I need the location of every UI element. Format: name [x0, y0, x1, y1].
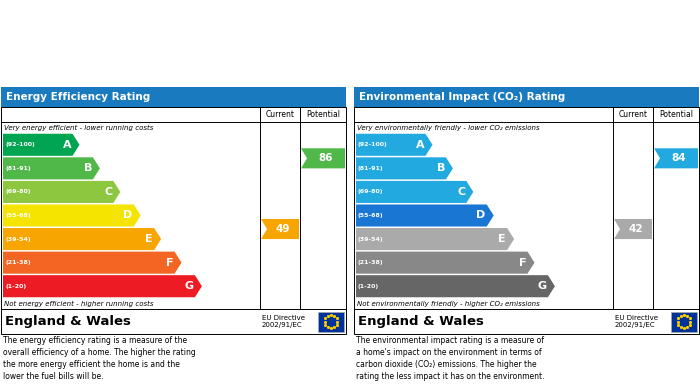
Bar: [354, 309, 699, 334]
Polygon shape: [3, 134, 80, 156]
Text: B: B: [437, 163, 445, 173]
Text: G: G: [538, 281, 547, 291]
Text: Potential: Potential: [306, 110, 340, 119]
Text: Not energy efficient - higher running costs: Not energy efficient - higher running co…: [4, 300, 153, 307]
Text: EU Directive
2002/91/EC: EU Directive 2002/91/EC: [262, 314, 305, 328]
Text: The energy efficiency rating is a measure of the
overall efficiency of a home. T: The energy efficiency rating is a measur…: [3, 336, 196, 382]
Text: (21-38): (21-38): [5, 260, 31, 265]
Text: Current: Current: [619, 110, 648, 119]
Text: 86: 86: [318, 153, 333, 163]
Bar: [318, 312, 344, 332]
Text: (81-91): (81-91): [5, 166, 31, 171]
Text: E: E: [146, 234, 153, 244]
Text: Energy Efficiency Rating: Energy Efficiency Rating: [6, 92, 150, 102]
Polygon shape: [3, 228, 161, 250]
Polygon shape: [614, 219, 652, 239]
Bar: [1, 87, 346, 107]
Polygon shape: [301, 148, 345, 169]
Text: England & Wales: England & Wales: [5, 315, 131, 328]
Bar: [354, 107, 699, 309]
Text: (92-100): (92-100): [358, 142, 388, 147]
Polygon shape: [356, 134, 433, 156]
Bar: [671, 312, 697, 332]
Text: The environmental impact rating is a measure of
a home's impact on the environme: The environmental impact rating is a mea…: [356, 336, 545, 382]
Text: (39-54): (39-54): [358, 237, 384, 242]
Polygon shape: [356, 275, 555, 297]
Text: (69-80): (69-80): [5, 189, 31, 194]
Text: England & Wales: England & Wales: [358, 315, 484, 328]
Polygon shape: [3, 181, 120, 203]
Text: F: F: [519, 258, 526, 268]
Bar: [354, 87, 699, 107]
Text: (69-80): (69-80): [358, 189, 384, 194]
Text: D: D: [477, 210, 486, 221]
Text: (55-68): (55-68): [5, 213, 31, 218]
Polygon shape: [356, 251, 535, 274]
Text: 42: 42: [629, 224, 643, 234]
Text: 84: 84: [672, 153, 686, 163]
Text: Current: Current: [265, 110, 295, 119]
Polygon shape: [356, 157, 453, 179]
Text: A: A: [63, 140, 71, 150]
Text: E: E: [498, 234, 506, 244]
Polygon shape: [261, 219, 299, 239]
Text: A: A: [416, 140, 424, 150]
Text: Environmental Impact (CO₂) Rating: Environmental Impact (CO₂) Rating: [359, 92, 566, 102]
Text: F: F: [166, 258, 174, 268]
Text: D: D: [123, 210, 133, 221]
Text: Very environmentally friendly - lower CO₂ emissions: Very environmentally friendly - lower CO…: [357, 124, 540, 131]
Text: (1-20): (1-20): [358, 284, 379, 289]
Text: Very energy efficient - lower running costs: Very energy efficient - lower running co…: [4, 124, 153, 131]
Polygon shape: [356, 204, 494, 226]
Text: Not environmentally friendly - higher CO₂ emissions: Not environmentally friendly - higher CO…: [357, 300, 540, 307]
Polygon shape: [356, 228, 514, 250]
Polygon shape: [654, 148, 698, 169]
Text: G: G: [185, 281, 194, 291]
Polygon shape: [3, 204, 141, 226]
Bar: [1, 107, 346, 309]
Text: (21-38): (21-38): [358, 260, 384, 265]
Text: EU Directive
2002/91/EC: EU Directive 2002/91/EC: [615, 314, 658, 328]
Polygon shape: [3, 275, 202, 297]
Polygon shape: [356, 181, 473, 203]
Text: (81-91): (81-91): [358, 166, 384, 171]
Text: 49: 49: [276, 224, 290, 234]
Bar: [1, 309, 346, 334]
Text: Potential: Potential: [659, 110, 693, 119]
Text: (1-20): (1-20): [5, 284, 26, 289]
Polygon shape: [3, 157, 100, 179]
Text: (39-54): (39-54): [5, 237, 31, 242]
Text: (55-68): (55-68): [358, 213, 384, 218]
Text: (92-100): (92-100): [5, 142, 35, 147]
Text: B: B: [83, 163, 92, 173]
Polygon shape: [3, 251, 181, 274]
Text: C: C: [104, 187, 112, 197]
Text: C: C: [457, 187, 466, 197]
